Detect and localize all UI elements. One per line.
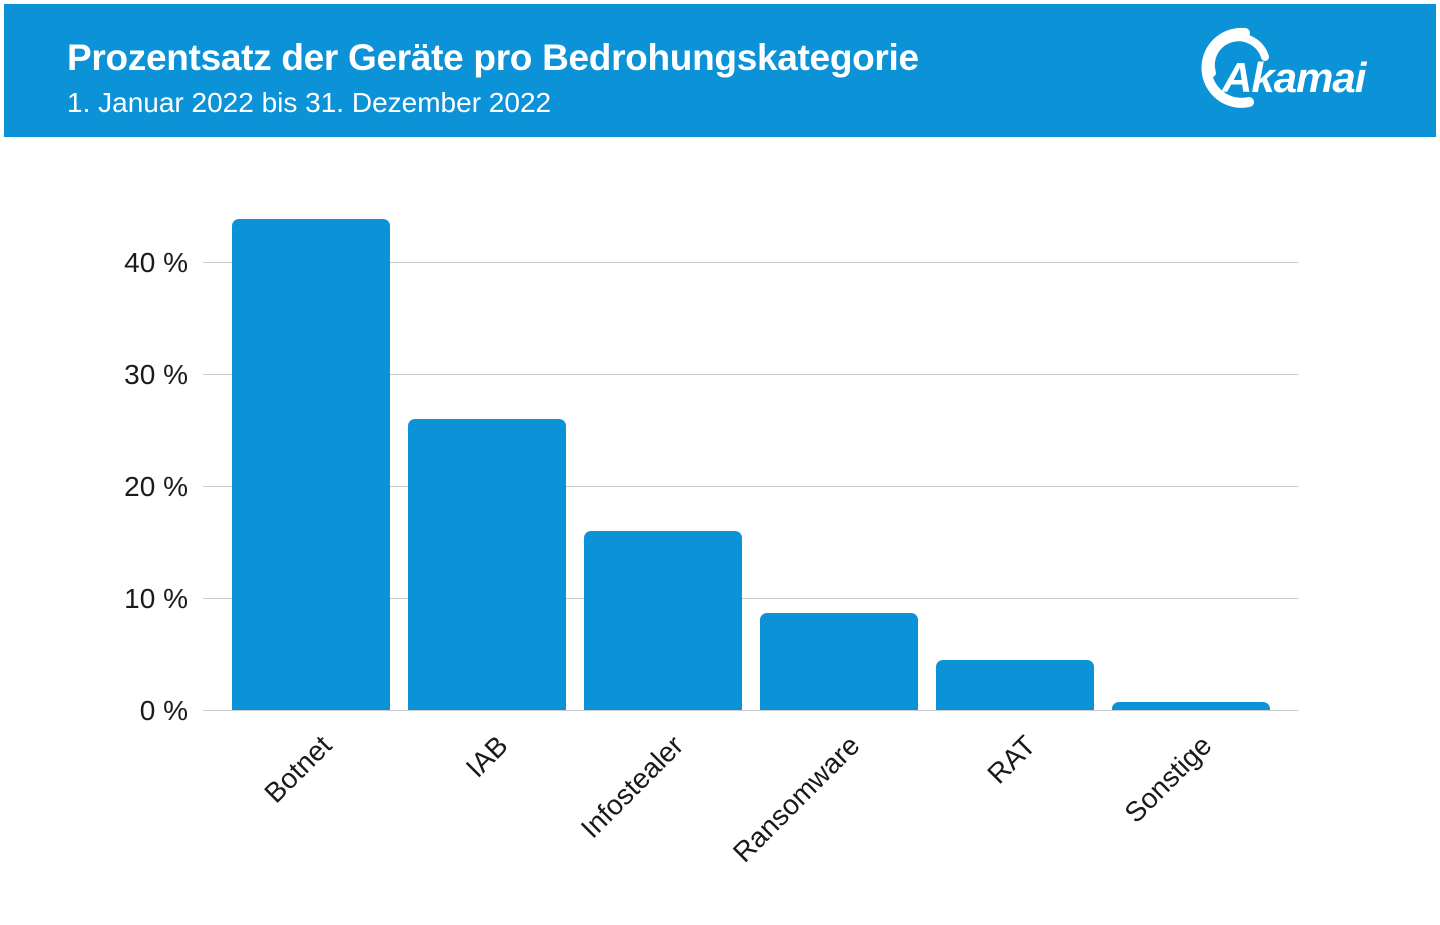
akamai-wordmark: Akamai xyxy=(1221,54,1368,101)
bar-sonstige xyxy=(1112,702,1270,710)
x-axis-label-botnet: Botnet xyxy=(258,729,338,809)
bar-infostealer xyxy=(584,530,742,710)
page-subtitle: 1. Januar 2022 bis 31. Dezember 2022 xyxy=(67,86,552,118)
gridline-40 xyxy=(203,262,1298,263)
x-axis-label-ransomware: Ransomware xyxy=(726,729,866,869)
y-axis-label-0: 0 % xyxy=(139,695,188,726)
y-axis-label-40: 40 % xyxy=(124,247,188,278)
y-axis-label-10: 10 % xyxy=(124,583,188,614)
header-text-block: Prozentsatz der Geräte pro Bedrohungskat… xyxy=(67,37,919,118)
akamai-swoosh-icon xyxy=(1201,27,1269,108)
gridline-30 xyxy=(203,374,1298,375)
x-axis-label-infostealer: Infostealer xyxy=(575,729,690,844)
gridline-20 xyxy=(203,486,1298,487)
y-axis-label-20: 20 % xyxy=(124,471,188,502)
akamai-logo: Akamai xyxy=(1201,27,1369,108)
bar-iab xyxy=(408,418,566,710)
bar-botnet xyxy=(232,219,390,710)
x-axis-label-sonstige: Sonstige xyxy=(1118,729,1218,829)
y-axis-label-30: 30 % xyxy=(124,359,188,390)
gridline-0 xyxy=(203,710,1298,711)
gridline-10 xyxy=(203,598,1298,599)
x-axis-label-rat: RAT xyxy=(981,729,1042,790)
bar-ransomware xyxy=(760,612,918,710)
bar-rat xyxy=(936,659,1094,710)
header-banner: Prozentsatz der Geräte pro Bedrohungskat… xyxy=(4,4,1436,137)
page-title: Prozentsatz der Geräte pro Bedrohungskat… xyxy=(67,37,919,78)
x-axis-label-iab: IAB xyxy=(459,729,514,784)
